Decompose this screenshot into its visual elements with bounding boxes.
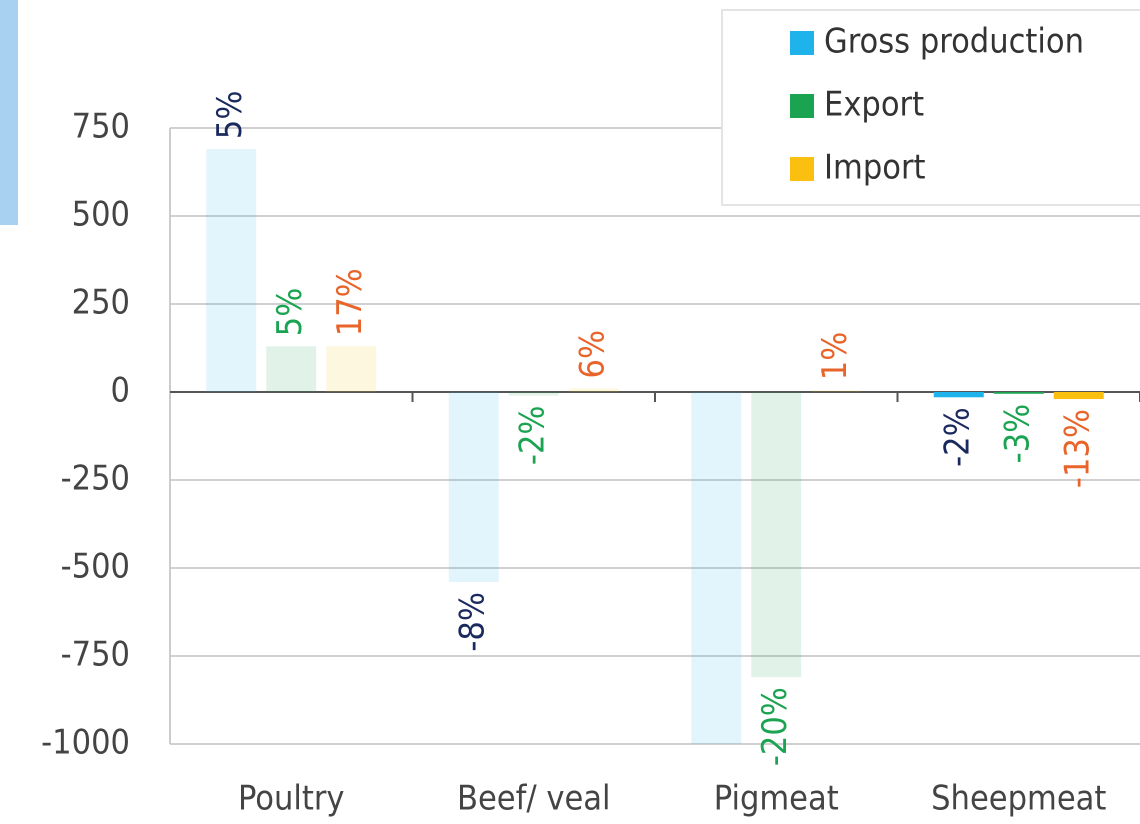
bar <box>751 392 802 678</box>
value-label: -20% <box>755 687 795 766</box>
value-label: 5% <box>210 91 250 140</box>
legend-label: Export <box>824 85 924 125</box>
bar <box>326 346 377 392</box>
y-tick-label: -750 <box>61 635 130 675</box>
bar <box>568 388 619 392</box>
legend-label: Import <box>824 148 926 188</box>
value-label: -8% <box>452 592 492 652</box>
bar <box>266 346 317 392</box>
x-tick-label: Pigmeat <box>714 779 839 819</box>
value-label: 6% <box>572 330 612 379</box>
y-tick-label: 250 <box>72 283 130 323</box>
bar <box>206 149 257 392</box>
value-label: -3% <box>997 404 1037 464</box>
y-tick-label: -500 <box>61 547 130 587</box>
legend-label: Gross production <box>824 22 1084 62</box>
x-tick-label: Poultry <box>238 779 344 819</box>
bar <box>1053 392 1104 400</box>
bar <box>448 392 499 583</box>
value-label: 1% <box>815 332 855 381</box>
value-label: -2% <box>937 407 977 467</box>
value-label: -13% <box>1057 409 1097 488</box>
value-label: 17% <box>330 268 370 336</box>
y-tick-label: -1000 <box>41 723 130 763</box>
bar <box>933 392 984 398</box>
value-label: -2% <box>512 406 552 466</box>
x-tick-label: Beef/ veal <box>457 779 611 819</box>
legend-swatch <box>790 94 814 118</box>
legend-swatch <box>790 31 814 55</box>
x-tick-label: Sheepmeat <box>931 779 1106 819</box>
bar <box>811 390 862 392</box>
y-tick-label: 750 <box>72 107 130 147</box>
bar <box>508 392 559 396</box>
bar <box>993 392 1044 394</box>
value-label: 5% <box>270 288 310 337</box>
legend-swatch <box>790 157 814 181</box>
side-decoration <box>0 0 18 225</box>
y-tick-label: 500 <box>72 195 130 235</box>
bar <box>691 392 742 744</box>
y-tick-label: -250 <box>61 459 130 499</box>
y-tick-label: 0 <box>111 371 130 411</box>
